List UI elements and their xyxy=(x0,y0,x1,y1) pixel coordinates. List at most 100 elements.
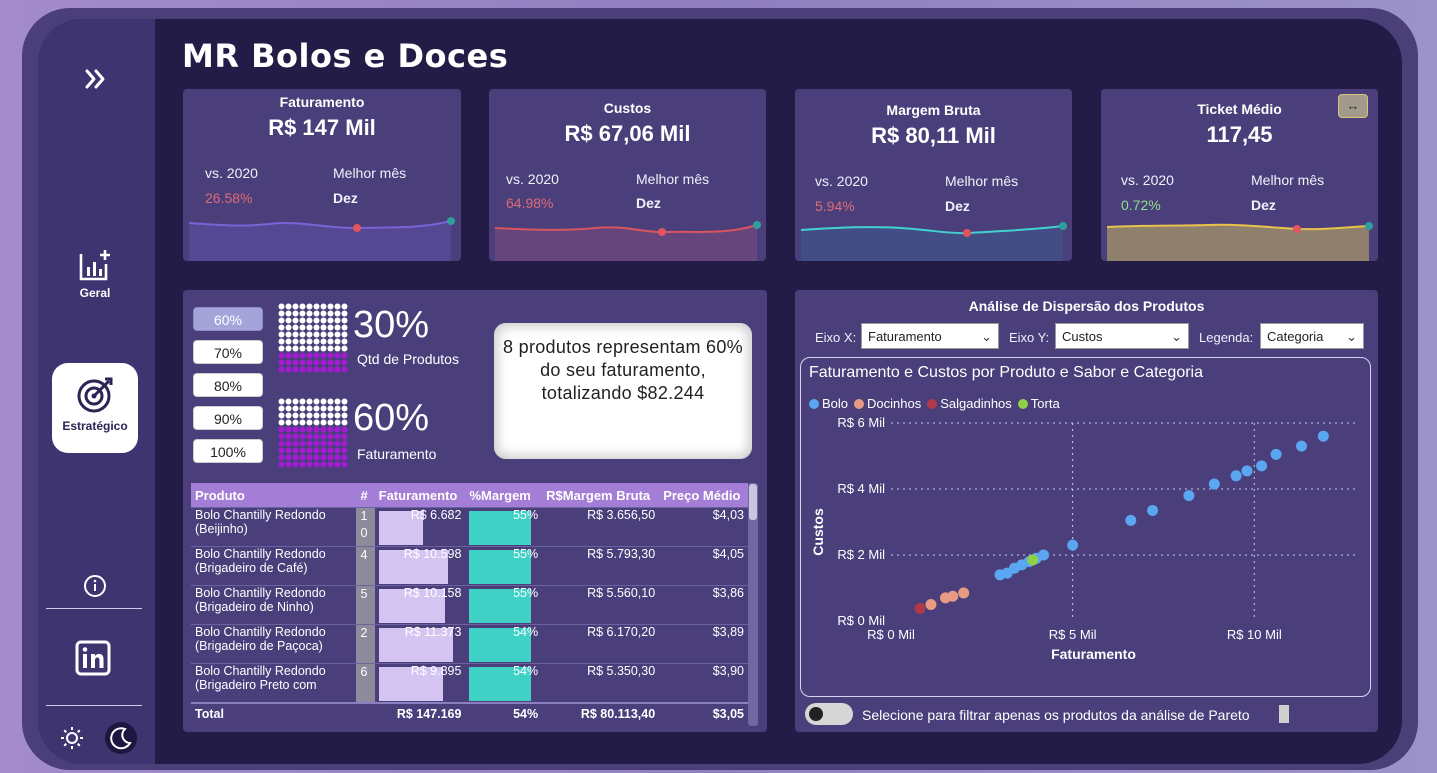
kpi-best-value: Dez xyxy=(333,190,358,206)
data-point xyxy=(1256,460,1268,472)
legend-label: Torta xyxy=(1030,396,1060,411)
margem-bar xyxy=(469,511,532,545)
revenue-waffle-icon xyxy=(278,398,348,468)
legend-selector-label: Legenda: xyxy=(1199,330,1254,345)
legend-label: Salgadinhos xyxy=(940,396,1012,411)
margem-bar xyxy=(469,589,532,623)
y-axis-selector-label: Eixo Y: xyxy=(1009,330,1050,345)
table-row[interactable]: Bolo Chantilly Redondo (Brigadeiro de Ni… xyxy=(191,585,748,625)
data-point xyxy=(1125,514,1137,526)
scroll-handle[interactable] xyxy=(1279,705,1289,723)
pareto-button-80[interactable]: 80% xyxy=(193,373,263,397)
pareto-summary-box xyxy=(494,323,752,459)
y-axis-select[interactable]: Custos ⌄ xyxy=(1055,323,1189,349)
pareto-button-60[interactable]: 60% xyxy=(193,307,263,331)
margem-pct-value: 54% xyxy=(513,625,539,639)
kpi-vs-value: 26.58% xyxy=(205,190,253,206)
margem-bar xyxy=(469,628,532,662)
cell-margem-pct: 54% xyxy=(465,663,543,703)
chevron-down-icon: ⌄ xyxy=(1346,329,1357,344)
data-point xyxy=(1038,549,1050,561)
kpi-value: R$ 80,11 Mil xyxy=(871,123,996,148)
linkedin-icon[interactable] xyxy=(75,640,111,676)
kpi-best-label: Melhor mês xyxy=(1251,172,1325,188)
cell-margem-bruta: R$ 5.793,30 xyxy=(542,546,660,586)
light-mode-icon[interactable] xyxy=(60,726,84,750)
column-header[interactable]: Produto xyxy=(191,483,357,508)
kpi-best-value: Dez xyxy=(636,195,661,211)
pareto-filter-toggle[interactable] xyxy=(805,703,853,725)
column-header[interactable]: Preço Médio xyxy=(659,483,748,508)
faturamento-bar xyxy=(378,589,445,623)
legend-item[interactable]: Torta xyxy=(1017,396,1060,411)
cell-faturamento: R$ 10.598 xyxy=(374,546,466,586)
cell-margem-bruta: R$ 6.170,20 xyxy=(542,624,660,664)
legend-dot xyxy=(927,399,938,409)
table-row[interactable]: Bolo Chantilly Redondo (Brigadeiro Preto… xyxy=(191,663,748,703)
legend-dot xyxy=(854,399,865,409)
legend-select[interactable]: Categoria ⌄ xyxy=(1260,323,1364,349)
cell-produto: Bolo Chantilly Redondo (Brigadeiro Preto… xyxy=(191,663,357,703)
dark-mode-button[interactable] xyxy=(105,722,137,754)
column-header[interactable]: Faturamento xyxy=(374,483,466,508)
scatter-chart-frame xyxy=(800,357,1371,697)
kpi-title: Faturamento xyxy=(279,94,365,110)
x-axis-select[interactable]: Faturamento ⌄ xyxy=(861,323,999,349)
scatter-plot: R$ 0 Mil R$ 2 Mil R$ 4 Mil R$ 6 Mil R$ 0 Mil… xyxy=(810,415,1356,662)
table-row[interactable]: Bolo Chantilly Redondo (Brigadeiro de Ca… xyxy=(191,546,748,586)
cell-margem-bruta: R$ 3.656,50 xyxy=(542,507,660,547)
info-icon[interactable] xyxy=(83,574,107,598)
kpi-vs-label: vs. 2020 xyxy=(1121,172,1174,188)
chevron-down-icon: ⌄ xyxy=(1171,329,1182,344)
cell-faturamento: R$ 9.895 xyxy=(374,663,466,703)
table-scrollbar-thumb[interactable] xyxy=(749,484,757,520)
data-point xyxy=(1317,430,1329,442)
faturamento-value: R$ 11.373 xyxy=(404,625,462,639)
data-point xyxy=(1067,539,1079,551)
data-point xyxy=(1208,478,1220,490)
y-tick-label: R$ 6 Mil xyxy=(837,415,885,430)
total-preco: $3,05 xyxy=(659,702,748,724)
pareto-button-90[interactable]: 90% xyxy=(193,406,263,430)
faturamento-bar xyxy=(378,667,443,701)
faturamento-value: R$ 10.158 xyxy=(403,586,462,600)
sidebar-item-label: Geral xyxy=(79,286,111,300)
pareto-button-100[interactable]: 100% xyxy=(193,439,263,463)
legend-item[interactable]: Bolo xyxy=(809,396,848,411)
select-value: Categoria xyxy=(1267,329,1324,344)
toggle-knob xyxy=(809,707,823,721)
table-header-row: Produto # Faturamento %Margem R$Margem B… xyxy=(191,483,748,508)
faturamento-bar xyxy=(378,550,448,584)
cell-produto: Bolo Chantilly Redondo (Brigadeiro de Ni… xyxy=(191,585,357,625)
faturamento-bar xyxy=(378,628,453,662)
cell-margem-bruta: R$ 5.350,30 xyxy=(542,663,660,703)
data-point xyxy=(925,599,937,610)
pareto-summary-text: 8 produtos representam 60% do seu fatura… xyxy=(503,337,743,403)
kpi-title: Custos xyxy=(603,100,652,116)
cell-produto: Bolo Chantilly Redondo (Beijinho) xyxy=(191,507,357,547)
data-point xyxy=(1296,440,1308,452)
table-row[interactable]: Bolo Chantilly Redondo (Beijinho) 10 R$ 6.… xyxy=(191,507,748,547)
kpi-vs-value: 64.98% xyxy=(506,195,554,211)
table-row[interactable]: Bolo Chantilly Redondo (Brigadeiro de Pa… xyxy=(191,624,748,664)
expand-icon[interactable] xyxy=(82,65,110,93)
legend-item[interactable]: Docinhos xyxy=(854,396,921,411)
table-scrollbar[interactable] xyxy=(748,483,758,726)
kpi-value: 117,45 xyxy=(1206,122,1273,147)
expand-toggle-button[interactable]: ↔ xyxy=(1338,94,1368,118)
legend-item[interactable]: Salgadinhos xyxy=(927,396,1012,411)
sidebar-item-geral[interactable]: Geral xyxy=(52,244,138,306)
column-header[interactable]: %Margem xyxy=(465,483,543,508)
pareto-button-70[interactable]: 70% xyxy=(193,340,263,364)
cell-rank: 6 xyxy=(356,663,375,703)
legend-label: Docinhos xyxy=(867,396,922,411)
sidebar-item-estrategico[interactable]: Estratégico xyxy=(52,363,138,453)
select-value: Faturamento xyxy=(868,329,942,344)
column-header[interactable]: R$Margem Bruta xyxy=(542,483,660,508)
kpi-card-ticket-medio: Ticket Médio 117,45 ↔ vs. 2020 0.72% Mel… xyxy=(1101,89,1378,261)
chart-legend: Bolo Docinhos Salgadinhos Torta xyxy=(809,396,1066,411)
column-header[interactable]: # xyxy=(356,483,375,508)
cell-margem-pct: 55% xyxy=(465,546,543,586)
cell-rank: 10 xyxy=(356,507,375,547)
sidebar-item-label: Estratégico xyxy=(62,419,128,433)
